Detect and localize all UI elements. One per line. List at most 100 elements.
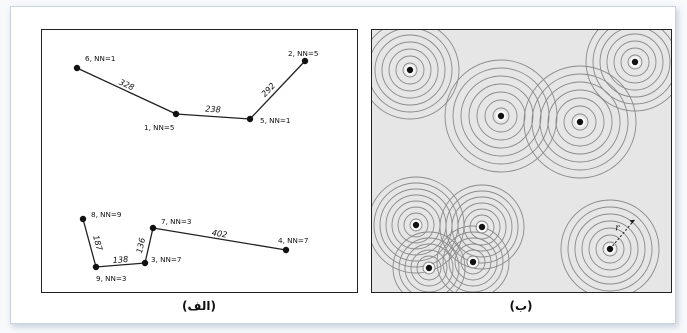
node-point-n4 bbox=[282, 246, 290, 254]
node-label-n3: 3, NN=7 bbox=[151, 255, 182, 264]
buffer-ring bbox=[403, 212, 429, 238]
buffer-ring bbox=[448, 237, 498, 287]
buffer-ring bbox=[416, 255, 442, 281]
center-point-p4 bbox=[576, 118, 584, 126]
buffer-centers: r bbox=[405, 57, 640, 273]
node-label-n6: 6, NN=1 bbox=[85, 54, 116, 63]
buffer-ring bbox=[567, 206, 653, 292]
edge-n8-n9 bbox=[82, 218, 97, 268]
buffer-ring bbox=[392, 231, 466, 292]
buffer-ring bbox=[588, 227, 632, 271]
node-point-n5 bbox=[246, 115, 254, 123]
edge-n1-n5 bbox=[175, 113, 251, 120]
buffer-ring bbox=[460, 249, 486, 275]
buffer-ring bbox=[599, 30, 671, 98]
edge-distance-label: 402 bbox=[211, 227, 228, 239]
buffer-ring bbox=[460, 75, 542, 157]
edge-distance-label: 292 bbox=[259, 81, 277, 99]
buffer-ring bbox=[466, 255, 480, 269]
buffer-ring bbox=[592, 30, 671, 105]
buffer-ring bbox=[422, 261, 436, 275]
buffer-ring bbox=[404, 243, 454, 292]
buffer-ring bbox=[602, 241, 618, 257]
node-label-n1: 1, NN=5 bbox=[144, 123, 175, 132]
buffer-ring bbox=[613, 40, 657, 84]
buffer-ring bbox=[454, 243, 492, 281]
caption-panel-a: (الف) bbox=[182, 299, 216, 313]
node-point-n2 bbox=[301, 57, 309, 65]
buffer-ring bbox=[452, 67, 550, 165]
circle-buffer-panel: r bbox=[371, 29, 672, 293]
buffer-ring bbox=[442, 231, 504, 292]
buffer-ring bbox=[388, 48, 432, 92]
buffer-ring bbox=[492, 107, 510, 125]
buffer-ring bbox=[468, 83, 534, 149]
center-point-p5 bbox=[412, 221, 420, 229]
buffer-ring bbox=[484, 99, 518, 133]
buffer-ring bbox=[372, 30, 460, 120]
node-label-n2: 2, NN=5 bbox=[288, 49, 319, 58]
caption-panel-b: (ب) bbox=[509, 299, 533, 313]
node-point-n8 bbox=[79, 215, 87, 223]
buffer-ring bbox=[555, 97, 605, 147]
figure-frame: 328 238 292 187 138 136 402 6, NN=1 1, NN=5 5, NN… bbox=[10, 6, 676, 324]
buffer-ring bbox=[402, 62, 418, 78]
buffer-ring bbox=[523, 65, 637, 179]
edge-n9-n3 bbox=[95, 262, 146, 268]
center-point-p2 bbox=[631, 58, 639, 66]
edge-n6-n1 bbox=[76, 67, 177, 115]
buffer-ring bbox=[397, 206, 435, 244]
node-point-n3 bbox=[141, 259, 149, 267]
edge-distance-label: 238 bbox=[205, 103, 221, 114]
node-label-n5: 5, NN=1 bbox=[260, 116, 291, 125]
buffer-ring bbox=[451, 196, 513, 258]
node-label-n4: 4, NN=7 bbox=[278, 236, 309, 245]
radius-arrowhead bbox=[629, 219, 635, 224]
buffer-ring bbox=[445, 190, 519, 264]
buffer-ring bbox=[374, 34, 446, 106]
buffer-ring bbox=[476, 91, 526, 141]
center-point-p1 bbox=[406, 66, 414, 74]
center-point-p7 bbox=[425, 264, 433, 272]
node-label-n8: 8, NN=9 bbox=[91, 210, 122, 219]
buffer-ring bbox=[627, 54, 643, 70]
buffer-ring bbox=[469, 214, 495, 240]
buffer-ring bbox=[410, 249, 448, 287]
buffer-ring bbox=[571, 113, 589, 131]
buffer-ring bbox=[395, 55, 425, 85]
node-point-n6 bbox=[73, 64, 81, 72]
buffer-rings bbox=[372, 30, 671, 292]
buffer-ring bbox=[560, 199, 660, 292]
buffer-ring bbox=[547, 89, 613, 155]
network-graph: 328 238 292 187 138 136 402 6, NN=1 1, NN=5 5, NN… bbox=[73, 49, 319, 283]
buffer-ring bbox=[439, 184, 525, 270]
edge-n5-n2 bbox=[249, 60, 306, 120]
node-point-n9 bbox=[92, 263, 100, 271]
edge-n3-n7 bbox=[144, 227, 154, 264]
concentric-circles-diagram: r bbox=[372, 30, 671, 292]
buffer-ring bbox=[574, 213, 646, 285]
buffer-ring bbox=[563, 105, 597, 139]
node-label-n9: 9, NN=3 bbox=[96, 274, 127, 283]
center-point-p6 bbox=[478, 223, 486, 231]
edge-distance-label: 328 bbox=[118, 77, 136, 93]
node-label-n7: 7, NN=3 bbox=[161, 217, 192, 226]
buffer-ring bbox=[409, 218, 423, 232]
node-point-n1 bbox=[172, 110, 180, 118]
buffer-ring bbox=[372, 30, 453, 113]
edge-distance-label: 138 bbox=[112, 254, 128, 265]
node-point-n7 bbox=[149, 224, 157, 232]
buffer-ring bbox=[620, 47, 650, 77]
network-graph-panel: 328 238 292 187 138 136 402 6, NN=1 1, NN=5 5, NN… bbox=[41, 29, 358, 293]
buffer-ring bbox=[539, 81, 621, 163]
buffer-ring bbox=[436, 225, 510, 292]
edge-distance-label: 136 bbox=[134, 237, 147, 254]
buffer-ring bbox=[457, 202, 507, 252]
radius-label: r bbox=[615, 223, 620, 233]
center-point-p3 bbox=[497, 112, 505, 120]
buffer-ring bbox=[581, 220, 639, 278]
edge-n7-n4 bbox=[152, 227, 287, 251]
buffer-ring bbox=[606, 33, 664, 91]
buffer-ring bbox=[595, 234, 625, 264]
buffer-ring bbox=[531, 73, 629, 171]
